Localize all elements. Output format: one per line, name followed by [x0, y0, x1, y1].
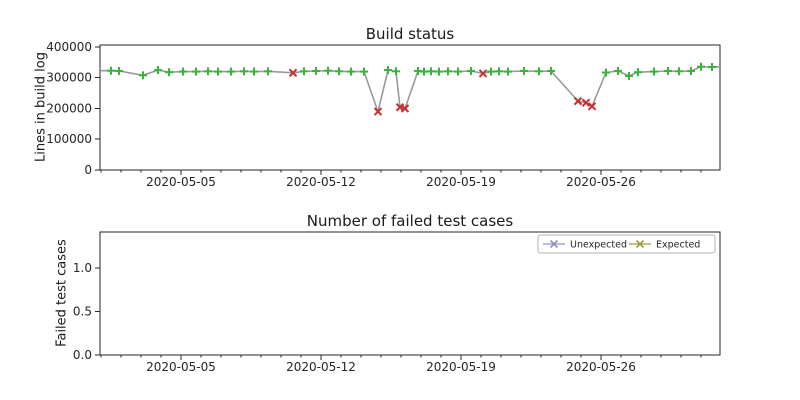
axes-frame	[99, 44, 721, 171]
x-tick-label: 2020-05-19	[426, 360, 496, 374]
x-tick-label: 2020-05-12	[286, 175, 356, 189]
build-status-title: Build status	[365, 25, 455, 43]
x-tick-label: 2020-05-26	[566, 175, 636, 189]
axes-frame	[99, 231, 721, 356]
x-tick-label: 2020-05-05	[146, 360, 216, 374]
y-tick-label: 300000	[46, 71, 92, 85]
x-minor-ticks	[100, 355, 702, 358]
legend-box	[537, 234, 716, 254]
y-tick-label: 1.0	[73, 261, 92, 275]
legend-label: Expected	[656, 240, 700, 251]
y-ticks: 0 100000 200000 300000 400000	[46, 40, 100, 177]
x-tick-label: 2020-05-05	[146, 175, 216, 189]
legend-entry: Expected	[629, 240, 700, 251]
legend-entry: Unexpected	[543, 240, 627, 251]
x-major-ticks: 2020-05-05 2020-05-12 2020-05-19 2020-05-26	[146, 170, 636, 189]
build-status-plot: 2020-05-05 2020-05-12 2020-05-19 2020-05-26…	[46, 40, 721, 189]
x-minor-ticks	[100, 170, 702, 173]
legend-x-icon	[635, 239, 645, 249]
y-tick-label: 0.5	[73, 305, 92, 319]
y-tick-label: 0.0	[73, 348, 92, 362]
y-tick-label: 200000	[46, 101, 92, 115]
success-markers	[107, 62, 716, 80]
y-ticks: 0.0 0.5 1.0	[73, 261, 100, 362]
y-tick-label: 0	[84, 163, 92, 177]
x-tick-label: 2020-05-12	[286, 360, 356, 374]
x-tick-label: 2020-05-19	[426, 175, 496, 189]
legend-x-icon	[549, 239, 559, 249]
y-tick-label: 100000	[46, 132, 92, 146]
build-log-line	[101, 65, 721, 113]
x-major-ticks: 2020-05-05 2020-05-12 2020-05-19 2020-05-26	[146, 355, 636, 374]
failed-tests-title: Number of failed test cases	[306, 212, 514, 230]
failed-tests-plot: 2020-05-05 2020-05-12 2020-05-19 2020-05-26…	[73, 231, 721, 374]
failure-markers	[288, 68, 597, 116]
legend-label: Unexpected	[570, 240, 627, 251]
legend: Unexpected Expected	[537, 234, 716, 254]
x-tick-label: 2020-05-26	[566, 360, 636, 374]
y-tick-label: 400000	[46, 40, 92, 54]
